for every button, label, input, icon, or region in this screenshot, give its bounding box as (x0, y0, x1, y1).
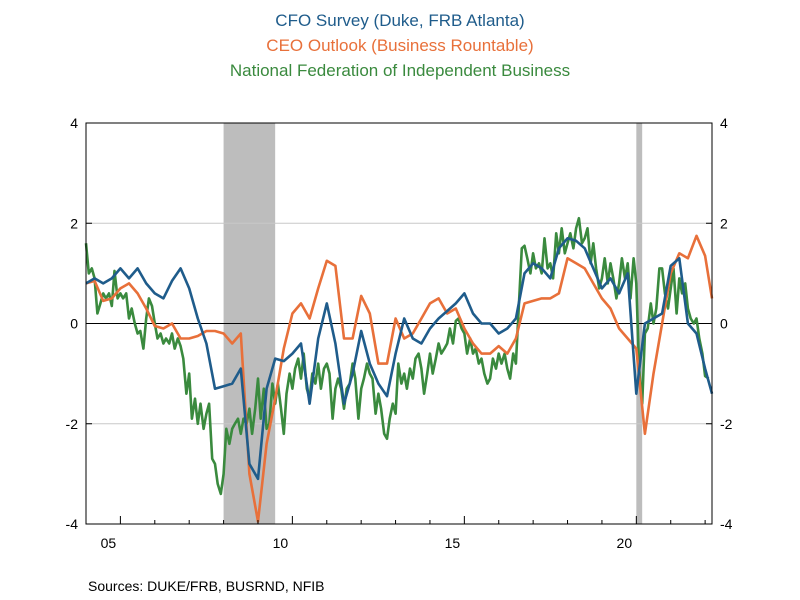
ytick-label-left: 4 (70, 115, 78, 131)
chart-titles: CFO Survey (Duke, FRB Atlanta) CEO Outlo… (0, 8, 800, 83)
series-line-0 (85, 237, 714, 481)
axis-ticks: -4 -4 -2 -2 0 0 2 2 4 4 05 10 15 20 (66, 115, 733, 551)
title-nfib: National Federation of Independent Busin… (229, 61, 571, 80)
ytick-label-right: 2 (720, 215, 728, 231)
ytick-label-left: 2 (70, 215, 78, 231)
ytick-label-right: -2 (720, 416, 733, 432)
title-ceo-outlook: CEO Outlook (Business Rountable) (266, 36, 534, 55)
xtick-label: 15 (445, 535, 461, 551)
ytick-label-right: 0 (720, 316, 728, 332)
ytick-label-right: 4 (720, 115, 728, 131)
ytick-label-left: 0 (70, 316, 78, 332)
title-cfo-survey: CFO Survey (Duke, FRB Atlanta) (275, 11, 525, 30)
series-line-2 (84, 216, 710, 496)
source-note: Sources: DUKE/FRB, BUSRND, NFIB (88, 578, 325, 594)
xtick-label: 05 (101, 535, 117, 551)
series-line-1 (85, 234, 714, 523)
xtick-label: 20 (617, 535, 633, 551)
ytick-label-left: -4 (66, 516, 79, 532)
xtick-label: 10 (273, 535, 289, 551)
ytick-label-left: -2 (66, 416, 79, 432)
series-lines (84, 216, 714, 523)
ytick-label-right: -4 (720, 516, 733, 532)
